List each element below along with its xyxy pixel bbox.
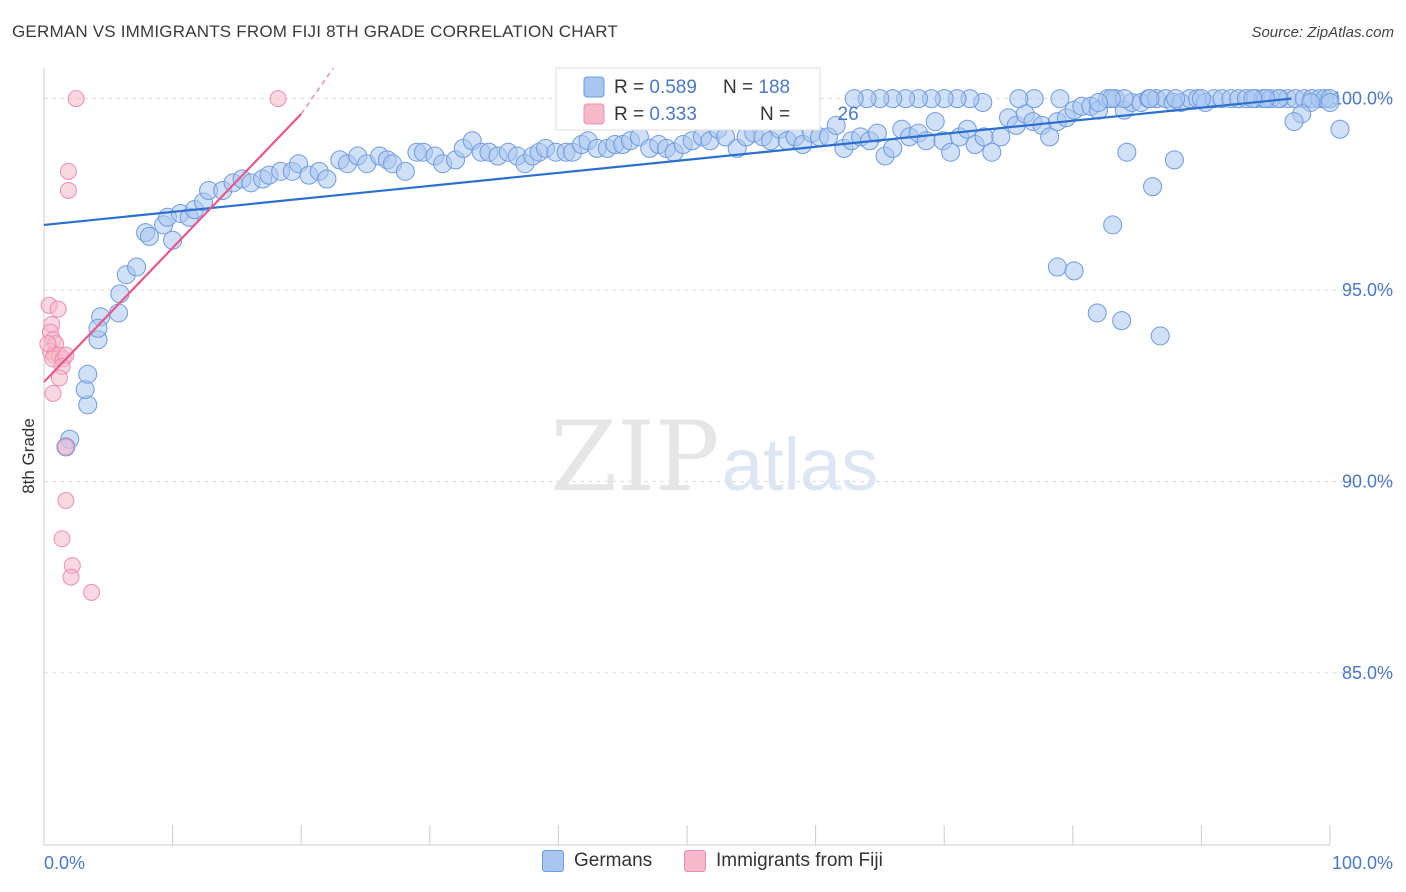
legend-n-value-germans: 188 — [758, 77, 790, 98]
trend-line-fiji-extension — [300, 67, 334, 115]
data-point — [1050, 89, 1070, 109]
y-axis-title: 8th Grade — [19, 418, 38, 494]
data-point — [1047, 257, 1067, 277]
legend-r-label-fiji: R = — [614, 104, 649, 125]
data-point — [1243, 89, 1263, 109]
data-point — [67, 90, 85, 108]
data-point — [844, 89, 864, 109]
svg-text:N = 188: N = 188 — [723, 77, 790, 98]
legend-swatch-fiji-bottom — [684, 850, 706, 872]
y-tick-label: 90.0% — [1342, 471, 1393, 491]
data-point — [957, 119, 977, 139]
watermark-zip: ZIP — [550, 401, 719, 513]
source-label: Source: ZipAtlas.com — [1251, 24, 1394, 41]
data-point — [1140, 89, 1160, 109]
data-point — [139, 226, 159, 246]
legend-n-label-fiji: N = — [760, 104, 795, 125]
data-point — [1166, 89, 1186, 109]
legend-n-value-fiji: 26 — [832, 104, 858, 125]
data-point — [39, 335, 57, 353]
trend-line-fiji — [43, 113, 302, 383]
data-point — [62, 568, 80, 586]
data-point — [826, 115, 846, 135]
data-point — [59, 162, 77, 180]
data-point — [59, 181, 77, 199]
legend-item-fiji: Immigrants from Fiji — [684, 850, 883, 872]
data-point — [127, 257, 147, 277]
y-tick-label: 85.0% — [1342, 663, 1393, 683]
trend-lines — [43, 67, 1292, 383]
data-point — [1191, 89, 1211, 109]
data-point — [49, 300, 67, 318]
data-point — [1330, 119, 1350, 139]
legend-label-germans: Germans — [574, 850, 653, 871]
data-point — [982, 142, 1002, 162]
data-point — [44, 384, 62, 402]
data-point — [1040, 127, 1060, 147]
data-point — [925, 112, 945, 132]
data-point — [1143, 177, 1163, 197]
series-fiji — [39, 90, 287, 601]
data-point — [53, 530, 71, 548]
stats-legend: R = 0.589 N = 188 R = 0.333 N = 26 — [555, 67, 885, 131]
legend-r-value-fiji: 0.333 — [649, 104, 697, 125]
x-tick-label: 0.0% — [44, 853, 85, 873]
data-point — [317, 169, 337, 189]
legend-label-fiji: Immigrants from Fiji — [716, 850, 883, 871]
data-point — [883, 138, 903, 158]
data-point — [941, 142, 961, 162]
data-point — [269, 90, 287, 108]
bottom-legend: Germans Immigrants from Fiji — [0, 850, 1406, 880]
data-point — [1087, 303, 1107, 323]
x-tick-labels: 0.0% 100.0% — [44, 853, 1393, 873]
series-germans — [56, 89, 1350, 457]
data-point — [57, 438, 75, 456]
watermark-atlas: atlas — [722, 423, 878, 506]
svg-text:N = 26: N = 26 — [723, 104, 885, 125]
legend-n-label-germans: N = — [723, 77, 758, 98]
axes — [43, 68, 1331, 846]
data-point — [1117, 142, 1137, 162]
data-point — [1103, 215, 1123, 235]
legend-r-value-germans: 0.589 — [649, 77, 697, 98]
y-tick-label: 100.0% — [1332, 89, 1393, 109]
legend-item-germans: Germans — [542, 850, 652, 872]
data-point — [1064, 261, 1084, 281]
svg-text:R = 0.333: R = 0.333 — [614, 104, 697, 125]
data-point — [1150, 326, 1170, 346]
data-point — [1164, 150, 1184, 170]
data-point — [57, 492, 75, 510]
data-point — [50, 369, 68, 387]
data-point — [83, 583, 101, 601]
data-point — [1112, 311, 1132, 331]
legend-swatch-fiji — [583, 103, 605, 125]
legend-r-label-germans: R = — [614, 77, 649, 98]
data-point — [1320, 92, 1340, 112]
chart-title: GERMAN VS IMMIGRANTS FROM FIJI 8TH GRADE… — [12, 22, 619, 41]
trend-line-germans — [43, 97, 1292, 227]
watermark: ZIP atlas — [550, 401, 878, 513]
data-point — [395, 161, 415, 181]
data-point — [1089, 92, 1109, 112]
legend-swatch-germans — [583, 76, 605, 98]
x-tick-label: 100.0% — [1332, 853, 1393, 873]
legend-swatch-germans-bottom — [542, 850, 564, 872]
data-point — [88, 318, 108, 338]
svg-text:R = 0.589: R = 0.589 — [614, 77, 697, 98]
data-point — [991, 127, 1011, 147]
data-point — [867, 123, 887, 143]
data-point — [109, 303, 129, 323]
y-tick-labels: 85.0% 90.0% 95.0% 100.0% — [1332, 89, 1393, 683]
data-point — [110, 284, 130, 304]
data-point — [1009, 89, 1029, 109]
data-point — [78, 364, 98, 384]
y-tick-label: 95.0% — [1342, 280, 1393, 300]
data-point — [1284, 112, 1304, 132]
